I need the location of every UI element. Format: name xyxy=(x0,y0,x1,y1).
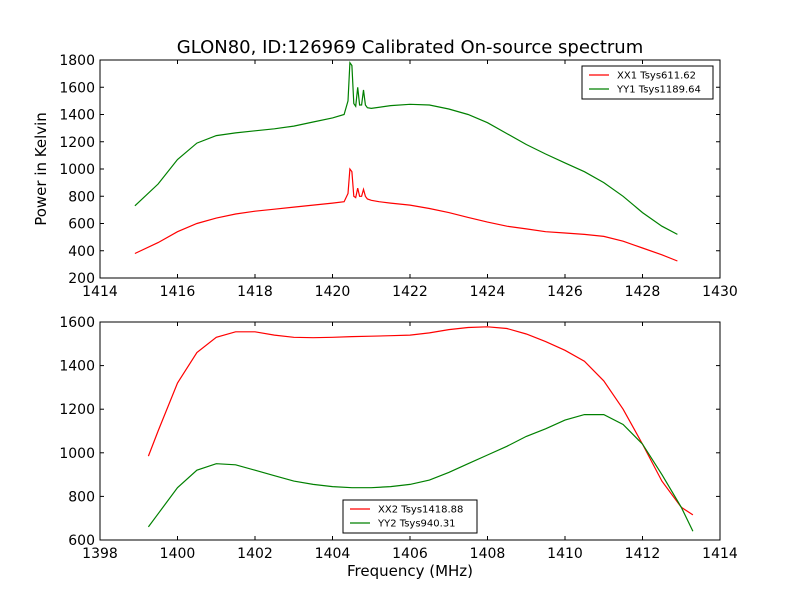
series-line-0-1 xyxy=(134,60,678,235)
y-tick-label-0-5: 1200 xyxy=(59,135,95,151)
bottom-plot-lines xyxy=(147,326,694,532)
top-plot-lines xyxy=(134,60,678,262)
top-ticks: 1414 1416 1418 1420 1422 1424 1426 1428 1430 200 4… xyxy=(59,53,737,300)
series-line-0-0 xyxy=(134,167,678,262)
x-tick-label-0-2: 1418 xyxy=(237,284,273,300)
y-tick-label-1-4: 1400 xyxy=(59,359,95,375)
y-tick-label-0-6: 1400 xyxy=(59,108,95,124)
y-tick-label-1-5: 1600 xyxy=(59,315,95,331)
x-tick-label-1-6: 1410 xyxy=(547,546,583,562)
series-line-1-1 xyxy=(147,414,694,532)
x-tick-label-1-5: 1408 xyxy=(470,546,506,562)
x-tick-label-0-0: 1414 xyxy=(82,284,118,300)
x-tick-label-0-7: 1428 xyxy=(625,284,661,300)
x-tick-label-0-4: 1422 xyxy=(392,284,428,300)
x-tick-label-0-5: 1424 xyxy=(470,284,506,300)
x-tick-label-0-1: 1416 xyxy=(160,284,196,300)
y-tick-label-0-7: 1600 xyxy=(59,80,95,96)
y-tick-label-0-4: 1000 xyxy=(59,162,95,178)
x-tick-label-1-3: 1404 xyxy=(315,546,351,562)
y-tick-label-0-8: 1800 xyxy=(59,53,95,69)
x-tick-label-1-0: 1398 xyxy=(82,546,118,562)
x-tick-label-1-1: 1400 xyxy=(160,546,196,562)
y-tick-label-1-1: 800 xyxy=(68,489,95,505)
legend-label-0-0: XX1 Tsys611.62 xyxy=(617,71,696,82)
y-tick-label-0-2: 600 xyxy=(68,217,95,233)
y-tick-label-1-3: 1200 xyxy=(59,402,95,418)
x-tick-label-0-8: 1430 xyxy=(702,284,738,300)
top-y-axis-label: Power in Kelvin xyxy=(32,112,50,226)
legend-label-0-1: YY1 Tsys1189.64 xyxy=(616,85,701,96)
top-legend: XX1 Tsys611.62 YY1 Tsys1189.64 xyxy=(581,65,714,100)
bottom-panel: 1398 1400 1402 1404 1406 1408 1410 1412 1414 600 8… xyxy=(59,315,738,580)
bottom-x-axis-label: Frequency (MHz) xyxy=(347,562,473,580)
y-tick-label-1-0: 600 xyxy=(68,533,95,549)
x-tick-label-1-8: 1414 xyxy=(702,546,738,562)
x-tick-label-1-4: 1406 xyxy=(392,546,428,562)
series-line-1-0 xyxy=(147,326,694,516)
bottom-ticks: 1398 1400 1402 1404 1406 1408 1410 1412 1414 600 8… xyxy=(59,315,738,562)
x-tick-label-1-7: 1412 xyxy=(625,546,661,562)
bottom-legend: XX2 Tsys1418.88 YY2 Tsys940.31 xyxy=(342,499,478,534)
legend-label-1-0: XX2 Tsys1418.88 xyxy=(378,505,463,516)
y-tick-label-1-2: 1000 xyxy=(59,446,95,462)
x-tick-label-0-3: 1420 xyxy=(315,284,351,300)
x-tick-label-0-6: 1426 xyxy=(547,284,583,300)
legend-frame-0 xyxy=(581,65,714,100)
figure-title: GLON80, ID:126969 Calibrated On-source s… xyxy=(177,37,643,58)
x-tick-label-1-2: 1402 xyxy=(237,546,273,562)
legend-frame-1 xyxy=(342,499,478,534)
y-tick-label-0-0: 200 xyxy=(68,271,95,287)
y-tick-label-0-3: 800 xyxy=(68,189,95,205)
legend-label-1-1: YY2 Tsys940.31 xyxy=(377,519,456,530)
top-panel: 1414 1416 1418 1420 1422 1424 1426 1428 1430 200 4… xyxy=(32,53,738,300)
y-tick-label-0-1: 400 xyxy=(68,244,95,260)
